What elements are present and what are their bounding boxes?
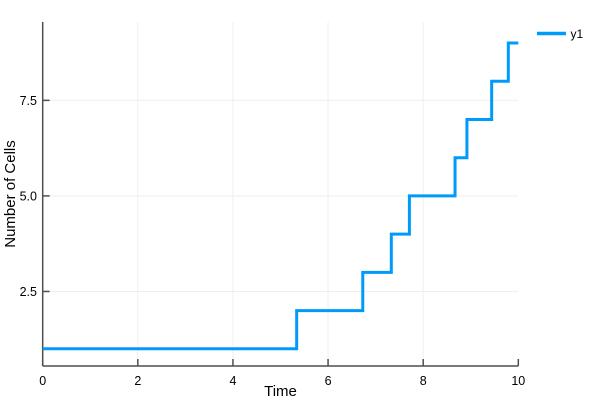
y-axis-label: Number of Cells bbox=[2, 140, 19, 248]
y-tick-label: 5.0 bbox=[20, 189, 37, 203]
y-tick-label: 2.5 bbox=[20, 285, 37, 299]
grid-layer bbox=[42, 22, 519, 366]
x-tick-label: 10 bbox=[511, 374, 525, 388]
legend: y1 bbox=[537, 27, 584, 41]
x-tick-label: 4 bbox=[229, 374, 236, 388]
legend-entry-label: y1 bbox=[571, 27, 584, 41]
x-tick-label: 0 bbox=[39, 374, 46, 388]
x-tick-label: 8 bbox=[420, 374, 427, 388]
y-tick-label: 7.5 bbox=[20, 94, 37, 108]
x-tick-label: 6 bbox=[325, 374, 332, 388]
x-axis-label: Time bbox=[264, 383, 297, 400]
axis-layer: 0 2 4 6 8 10 2.5 5.0 7.5 bbox=[20, 22, 525, 388]
series-layer bbox=[42, 41, 519, 351]
series-line-y1 bbox=[42, 41, 519, 351]
x-tick-label: 2 bbox=[134, 374, 141, 388]
